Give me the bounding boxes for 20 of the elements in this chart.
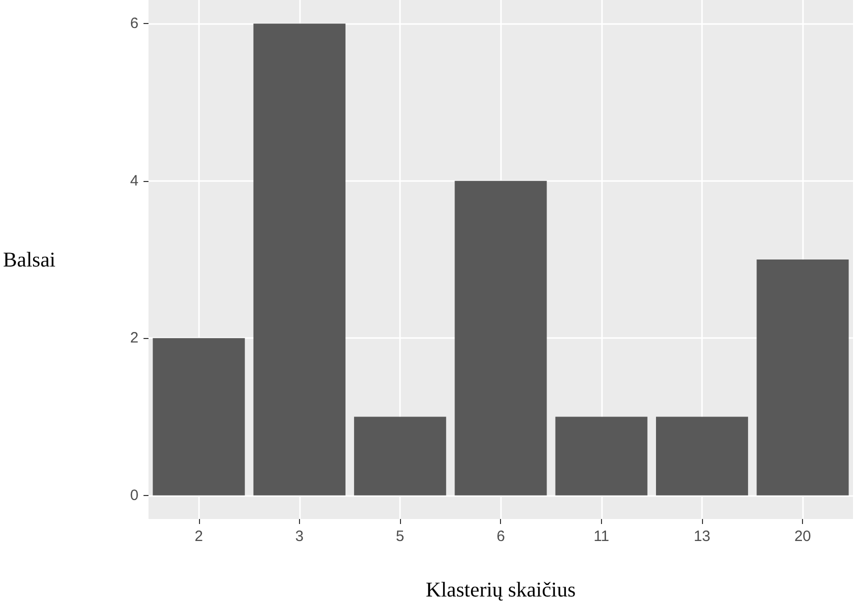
y-axis-title: Balsai — [2, 248, 56, 272]
x-axis-title: Klasterių skaičius — [426, 578, 576, 602]
bar — [555, 416, 648, 496]
y-tick-label: 4 — [130, 172, 138, 190]
bar — [756, 260, 849, 496]
bar — [354, 416, 446, 496]
bar — [656, 416, 748, 496]
y-tick-label: 6 — [130, 15, 138, 32]
x-tick-label: 20 — [794, 528, 812, 545]
bar — [454, 180, 547, 496]
x-tick-label: 2 — [194, 528, 203, 545]
x-tick-label: 11 — [594, 528, 610, 545]
y-tick-label: 2 — [130, 330, 138, 347]
x-tick-label: 3 — [295, 528, 304, 545]
bar — [253, 24, 346, 496]
bar — [152, 338, 245, 496]
x-tick-label: 13 — [694, 528, 710, 545]
x-tick-label: 5 — [396, 528, 404, 545]
x-tick-label: 6 — [496, 528, 505, 545]
y-tick-label: 0 — [130, 486, 138, 504]
